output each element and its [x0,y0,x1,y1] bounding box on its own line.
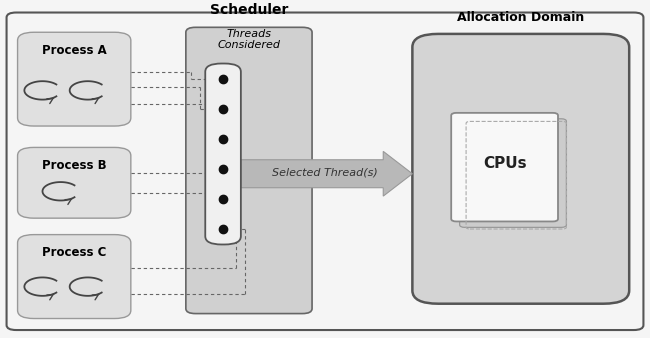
Text: Scheduler: Scheduler [210,3,288,18]
FancyArrow shape [241,151,412,196]
FancyBboxPatch shape [186,27,312,314]
FancyBboxPatch shape [18,235,131,318]
Text: Threads
Considered: Threads Considered [218,29,280,50]
Text: Allocation Domain: Allocation Domain [457,11,584,24]
FancyBboxPatch shape [205,64,241,244]
FancyBboxPatch shape [18,147,131,218]
Text: Process C: Process C [42,246,107,259]
FancyBboxPatch shape [460,119,566,227]
FancyBboxPatch shape [412,34,629,304]
FancyBboxPatch shape [451,113,558,221]
Text: Selected Thread(s): Selected Thread(s) [272,167,378,177]
FancyBboxPatch shape [18,32,131,126]
Text: Process B: Process B [42,159,107,172]
Text: CPUs: CPUs [483,156,526,171]
Text: Process A: Process A [42,44,107,57]
